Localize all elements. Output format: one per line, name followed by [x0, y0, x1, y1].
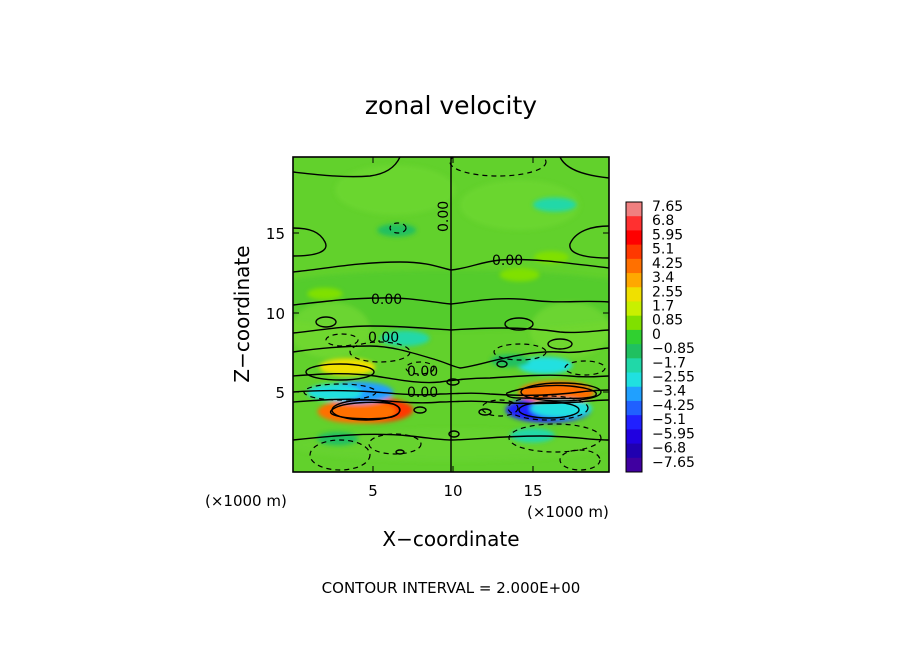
y-tick-label: 15: [266, 225, 285, 243]
colorbar-swatch: [626, 429, 642, 445]
colorbar-swatch: [626, 386, 642, 402]
colorbar-swatch: [626, 202, 642, 217]
colorbar-swatch: [626, 315, 642, 331]
contour-label: 0.00: [436, 201, 452, 232]
x-tick-label: 15: [523, 482, 542, 500]
colorbar-swatch: [626, 400, 642, 416]
colorbar-swatch: [626, 415, 642, 430]
x-tick-label: 5: [368, 482, 378, 500]
colorbar-label: −2.55: [652, 370, 695, 386]
velocity-feature: [499, 268, 540, 282]
x-axis-unit: (×1000 m): [527, 503, 609, 521]
colorbar-swatch: [626, 244, 642, 260]
colorbar-swatch: [626, 443, 642, 459]
colorbar-swatch: [626, 358, 642, 374]
colorbar-label: −0.85: [652, 341, 695, 357]
colorbar-swatch: [626, 372, 642, 388]
contour-label: 0.00: [371, 292, 402, 308]
colorbar-frame: [625, 201, 643, 473]
colorbar-swatch: [626, 344, 642, 359]
colorbar-swatch: [626, 258, 642, 274]
contour-interval-note: CONTOUR INTERVAL = 2.000E+00: [322, 579, 581, 597]
contour-label: 0.00: [407, 385, 438, 401]
colorbar-swatch: [626, 457, 642, 473]
velocity-feature: [532, 197, 577, 212]
colorbar-label: −1.7: [652, 355, 686, 371]
contour-label: 0.00: [407, 364, 438, 380]
contour-label: 0.00: [368, 330, 399, 346]
colorbar-label: −3.4: [652, 384, 686, 400]
colorbar-label: 1.7: [652, 298, 674, 314]
y-axis-label: Z−coordinate: [230, 245, 254, 382]
colorbar-label: −5.95: [652, 426, 695, 442]
x-axis-label: X−coordinate: [382, 527, 519, 551]
colorbar: 7.656.85.955.14.253.42.551.70.850−0.85−1…: [625, 199, 695, 473]
x-tick-label: 10: [443, 482, 462, 500]
velocity-feature: [317, 399, 397, 424]
plot-area: 0.00 0.00 0.00 0.00 0.00 0.00: [292, 156, 610, 473]
colorbar-label: 0: [652, 327, 661, 343]
plot-border: [292, 156, 610, 473]
colorbar-label: 7.65: [652, 199, 683, 215]
colorbar-label: −5.1: [652, 412, 686, 428]
velocity-feature: [377, 223, 417, 237]
colorbar-swatch: [626, 301, 642, 317]
colorbar-swatch: [626, 329, 642, 345]
colorbar-label: −4.25: [652, 398, 695, 414]
contour-labels: 0.00 0.00 0.00 0.00 0.00 0.00: [368, 201, 523, 401]
velocity-feature: [517, 356, 573, 374]
colorbar-label: −6.8: [652, 441, 686, 457]
colorbar-swatch: [626, 230, 642, 246]
colorbar-label: 3.4: [652, 270, 674, 286]
y-tick-labels: 5 10 15: [266, 225, 285, 402]
contour-lines: [293, 157, 609, 472]
velocity-feature: [307, 287, 343, 300]
colorbar-swatch: [626, 216, 642, 231]
colorbar-label: 2.55: [652, 284, 683, 300]
colorbar-label: 6.8: [652, 213, 674, 229]
tick-marks: [293, 157, 609, 472]
y-tick-label: 10: [266, 305, 285, 323]
colorbar-label: −7.65: [652, 455, 695, 471]
chart-title: zonal velocity: [365, 91, 537, 120]
velocity-feature: [319, 358, 376, 376]
colorbar-label: 5.95: [652, 227, 683, 243]
colorbar-label: 0.85: [652, 313, 683, 329]
colorbar-label: 5.1: [652, 242, 674, 258]
velocity-feature: [307, 383, 362, 401]
colorbar-swatch: [626, 287, 642, 302]
colorbar-swatch: [626, 273, 642, 288]
negative-contours: [303, 157, 606, 471]
contour-label: 0.00: [492, 253, 523, 269]
x-tick-labels: 5 10 15: [368, 482, 542, 500]
velocity-feature: [317, 431, 359, 446]
y-tick-label: 5: [275, 384, 285, 402]
colorbar-label: 4.25: [652, 256, 683, 272]
y-axis-unit: (×1000 m): [205, 492, 287, 510]
